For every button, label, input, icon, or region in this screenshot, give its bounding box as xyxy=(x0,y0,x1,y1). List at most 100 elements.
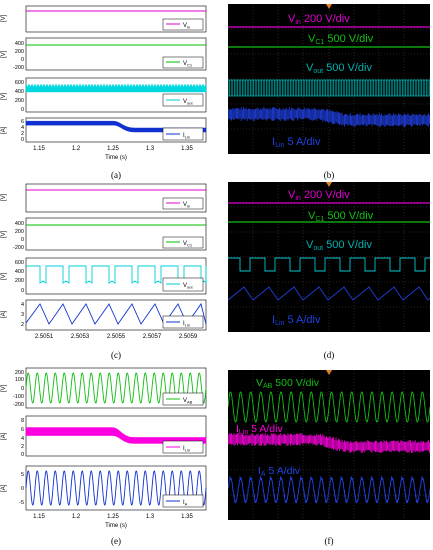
a-xlabel: Time (s) xyxy=(105,155,127,161)
svg-text:Vout: Vout xyxy=(183,99,193,106)
c-subplot-ilin: [A] 4 3 2 ILin xyxy=(1,299,207,331)
svg-text:200: 200 xyxy=(15,98,24,104)
panel-d-scope: Vin 200 V/div VC1 500 V/div Vout 500 V/d… xyxy=(228,182,430,360)
a-xtick: 1.3 xyxy=(146,146,155,152)
svg-text:Vout: Vout xyxy=(183,283,193,290)
svg-text:200: 200 xyxy=(15,229,24,235)
svg-text:6: 6 xyxy=(21,427,24,433)
panel-label-d: (d) xyxy=(324,350,335,360)
svg-text:400: 400 xyxy=(15,269,24,275)
svg-text:-100: -100 xyxy=(13,394,24,400)
d-vc1-label: VC1 500 V/div xyxy=(308,210,374,223)
f-ia-trace xyxy=(228,475,430,504)
a-ilin-legend xyxy=(162,127,204,141)
svg-text:0: 0 xyxy=(21,137,24,143)
f-vab-label: VAB 500 V/div xyxy=(256,377,320,390)
panel-label-f: (f) xyxy=(325,536,334,546)
d-grid xyxy=(228,182,430,332)
svg-text:4: 4 xyxy=(21,436,24,442)
a-subplot-ilin: [A] 6 4 2 0 ILin xyxy=(1,117,207,143)
svg-text:0: 0 xyxy=(21,386,24,392)
c-subplot-vin: [V] Vin xyxy=(1,183,207,213)
svg-text:[A]: [A] xyxy=(1,310,7,318)
svg-text:-200: -200 xyxy=(13,245,24,251)
svg-text:ILin: ILin xyxy=(183,321,190,328)
svg-text:[A]: [A] xyxy=(1,432,7,440)
svg-text:600: 600 xyxy=(15,260,24,266)
a-vin-legend xyxy=(162,18,204,31)
b-ilin-label: ILin 5 A/div xyxy=(272,136,321,149)
a-vout-legend xyxy=(162,93,204,107)
svg-text:[V]: [V] xyxy=(1,272,7,280)
d-vout-label: Vout 500 V/div xyxy=(306,239,372,252)
svg-text:100: 100 xyxy=(15,377,24,383)
f-vab-trace xyxy=(228,391,430,423)
svg-text:[V]: [V] xyxy=(1,92,7,100)
panel-a: [V] Vin [V] 400 200 0 -200 VC1 [V] 600 4… xyxy=(1,5,207,180)
e-subplot-ia: [A] 5 0 -5 IA xyxy=(1,465,207,511)
a-xtick: 1.15 xyxy=(33,146,45,152)
d-vin-label: Vin 200 V/div xyxy=(288,189,350,202)
svg-text:VAB: VAB xyxy=(183,398,193,405)
panel-f-scope: VAB 500 V/div ILin 5 A/div IA 5 A/div lo… xyxy=(228,370,430,546)
svg-text:[A]: [A] xyxy=(1,484,7,492)
panel-label-c: (c) xyxy=(111,350,121,360)
c-xtick: 2.5053 xyxy=(71,334,90,340)
b-grid xyxy=(228,4,430,154)
svg-text:[V]: [V] xyxy=(1,50,7,58)
f-load-step-note: load step (+50%) xyxy=(345,428,410,438)
svg-text:Vin: Vin xyxy=(183,23,190,30)
d-vout-trace xyxy=(228,257,430,272)
svg-text:200: 200 xyxy=(15,49,24,55)
e-xlabel: Time (s) xyxy=(105,523,127,529)
panel-label-e: (e) xyxy=(111,536,121,546)
e-xtick: 1.3 xyxy=(146,514,155,520)
svg-text:-200: -200 xyxy=(13,65,24,71)
svg-text:VC1: VC1 xyxy=(183,241,193,248)
trigger-marker-icon xyxy=(326,4,332,9)
d-ilin-label: ILin 5 A/div xyxy=(272,314,321,327)
svg-text:ILin: ILin xyxy=(183,133,190,140)
d-timebase: 40 µs/div xyxy=(240,241,275,251)
a-vc1-legend xyxy=(162,56,204,69)
svg-text:200: 200 xyxy=(15,370,24,376)
svg-text:2: 2 xyxy=(21,444,24,450)
a-subplot-vc1: [V] 400 200 0 -200 VC1 xyxy=(1,37,207,71)
e-xtick: 1.25 xyxy=(107,514,119,520)
svg-text:8: 8 xyxy=(21,418,24,424)
a-xtick: 1.2 xyxy=(72,146,81,152)
f-ia-label: IA 5 A/div xyxy=(258,465,301,478)
svg-text:5: 5 xyxy=(21,472,24,478)
svg-text:ILin: ILin xyxy=(183,446,190,453)
c-xtick: 2.5051 xyxy=(35,334,54,340)
svg-text:4: 4 xyxy=(21,125,24,131)
svg-text:-5: -5 xyxy=(19,500,24,506)
svg-text:400: 400 xyxy=(15,221,24,227)
a-vin-unit: [V] xyxy=(1,14,7,22)
b-vc1-label: VC1 500 V/div xyxy=(308,33,374,46)
svg-text:200: 200 xyxy=(15,278,24,284)
panel-label-b: (b) xyxy=(324,170,335,180)
d-ilin-trace xyxy=(228,286,430,301)
b-ilin-trace xyxy=(228,107,430,127)
a-subplot-vin: [V] Vin xyxy=(1,5,207,33)
panel-label-a: (a) xyxy=(111,170,121,180)
c-xtick: 2.5059 xyxy=(179,334,198,340)
svg-text:0: 0 xyxy=(21,237,24,243)
e-xtick: 1.15 xyxy=(33,514,45,520)
svg-text:[A]: [A] xyxy=(1,126,7,134)
e-xtick: 1.2 xyxy=(72,514,81,520)
a-ilin-trace xyxy=(25,120,207,133)
svg-text:400: 400 xyxy=(15,41,24,47)
svg-text:6: 6 xyxy=(21,119,24,125)
c-x-axis: 2.5051 2.5053 2.5055 2.5057 2.5059 xyxy=(35,334,198,340)
trigger-marker-icon xyxy=(326,370,332,375)
f-timebase: 100 ms/div xyxy=(378,461,420,471)
svg-text:[V]: [V] xyxy=(1,230,7,238)
c-xtick: 2.5057 xyxy=(143,334,162,340)
a-x-axis: 1.15 1.2 1.25 1.3 1.35 Time (s) xyxy=(33,146,193,161)
trigger-marker-icon xyxy=(326,182,332,187)
f-ilin-trace xyxy=(228,433,430,453)
svg-text:2: 2 xyxy=(21,131,24,137)
b-load-step-note: load step (+50%) xyxy=(348,102,413,112)
